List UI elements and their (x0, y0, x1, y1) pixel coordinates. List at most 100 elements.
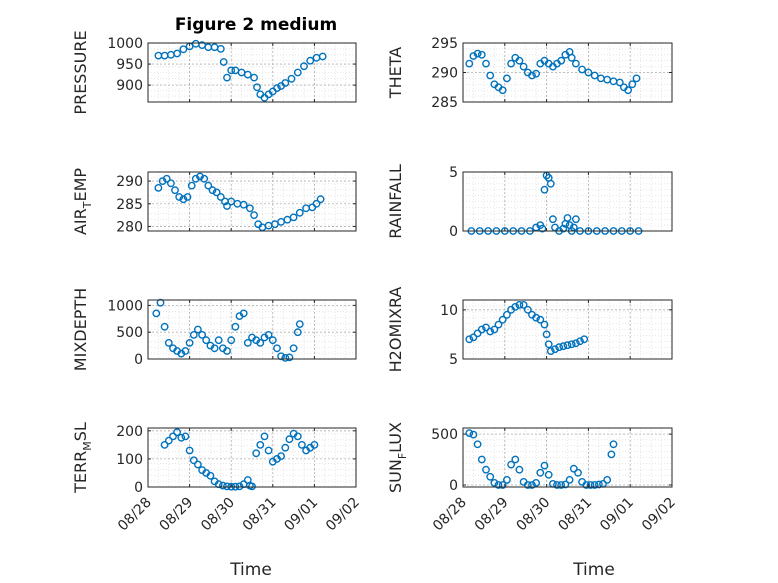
y-axis-label: TERRMSL (71, 422, 94, 494)
data-point (477, 455, 486, 464)
axes-box (462, 427, 673, 488)
data-point (152, 309, 161, 318)
data-point (595, 480, 603, 489)
data-point (293, 68, 302, 77)
subplot-mixdepth: 0 500 1000 MIXDEPTH (71, 288, 357, 371)
data-point (273, 344, 281, 353)
data-point (173, 428, 182, 437)
data-point (572, 59, 580, 68)
x-tick-label: 09/02 (639, 495, 679, 535)
data-point (223, 202, 231, 210)
data-point (223, 73, 231, 82)
data-point (218, 481, 227, 490)
data-point (486, 71, 495, 80)
data-point (198, 330, 207, 339)
plot-area (148, 428, 356, 487)
data-point (173, 49, 182, 58)
data-point (214, 336, 223, 345)
data-point (502, 74, 511, 83)
data-point (559, 342, 568, 351)
subplot-h2omixra: 5 10 H2OMIXRA (386, 287, 673, 372)
y-tick-label: 5 (449, 165, 458, 181)
data-point (540, 320, 549, 329)
data-point (578, 65, 586, 74)
data-point (515, 56, 524, 65)
subplot-air-temp: 280 285 290 AIRTEMP (71, 168, 357, 235)
data-point (528, 481, 536, 489)
data-point (206, 471, 215, 480)
data-point (563, 214, 572, 222)
data-point (507, 460, 515, 469)
y-tick-label: 285 (116, 197, 143, 213)
data-point (546, 179, 555, 188)
subplot-terr-msl: 0 100 200 08/28 08/29 08/30 08/31 09/01 09/02 TER… (71, 422, 363, 534)
data-point (572, 215, 580, 224)
data-point (498, 86, 507, 95)
x-tick-label: 09/02 (323, 495, 363, 535)
data-point (567, 53, 576, 62)
data-point (189, 330, 198, 339)
y-axis-label: SUNFLUX (386, 422, 409, 493)
data-point (191, 174, 200, 183)
y-tick-label: 0 (134, 480, 143, 496)
data-point (158, 177, 167, 186)
y-tick-label: 950 (116, 57, 143, 73)
data-point (555, 343, 563, 352)
data-point (239, 309, 248, 318)
data-point (540, 461, 549, 470)
y-tick-label: 5 (449, 352, 458, 368)
data-point (212, 188, 221, 197)
data-point (285, 353, 294, 362)
data-point (185, 338, 194, 347)
data-point (567, 340, 576, 349)
data-point (154, 183, 163, 192)
data-point (264, 330, 273, 339)
data-point (515, 300, 524, 309)
subplot-rainfall: 0 5 RAINFALL (386, 164, 673, 240)
data-point (519, 300, 528, 309)
data-point (297, 440, 306, 449)
data-point (181, 432, 190, 441)
data-point (243, 338, 252, 347)
data-point (544, 340, 553, 349)
y-axis-label: RAINFALL (386, 164, 405, 239)
data-point (561, 480, 570, 489)
x-tick-label: 08/30 (514, 495, 554, 535)
data-point (164, 436, 173, 445)
data-point (607, 450, 616, 459)
y-tick-label: 0 (449, 224, 458, 240)
data-point (557, 481, 566, 489)
data-point (239, 200, 248, 209)
data-point (260, 432, 269, 441)
data-point (549, 215, 557, 224)
data-point (179, 45, 188, 54)
data-point (169, 432, 177, 441)
data-point (532, 478, 540, 487)
data-point (306, 56, 315, 65)
data-point (204, 181, 213, 190)
data-point (590, 481, 599, 489)
data-point (603, 475, 612, 484)
data-point (175, 193, 184, 201)
data-point (502, 310, 511, 319)
data-point (250, 211, 259, 220)
data-point (465, 59, 474, 68)
data-point (486, 472, 495, 481)
data-point (312, 199, 321, 208)
data-point (281, 443, 290, 452)
data-point (293, 328, 302, 337)
data-point (293, 432, 302, 441)
data-point (223, 347, 231, 355)
data-point (473, 49, 482, 58)
axes-box (147, 171, 357, 232)
data-point (584, 68, 593, 77)
y-tick-label: 200 (116, 424, 143, 440)
y-tick-label: 0 (449, 478, 458, 494)
x-tick-label: 09/01 (597, 495, 637, 535)
subplot-sun-flux: 0 500 08/28 08/29 08/30 08/31 09/01 09/02 SUNFLU… (386, 422, 679, 534)
data-point (281, 79, 290, 87)
data-point (532, 69, 540, 78)
data-point (557, 56, 566, 65)
data-point (465, 335, 474, 344)
data-point (498, 481, 507, 489)
